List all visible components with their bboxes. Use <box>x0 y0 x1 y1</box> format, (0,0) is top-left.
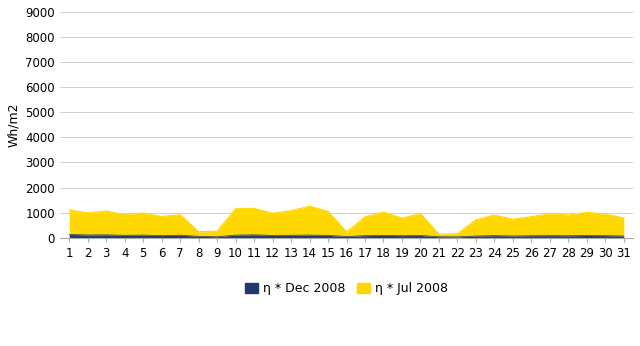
Legend: η * Dec 2008, η * Jul 2008: η * Dec 2008, η * Jul 2008 <box>241 279 452 299</box>
Y-axis label: Wh/m2: Wh/m2 <box>7 102 20 147</box>
